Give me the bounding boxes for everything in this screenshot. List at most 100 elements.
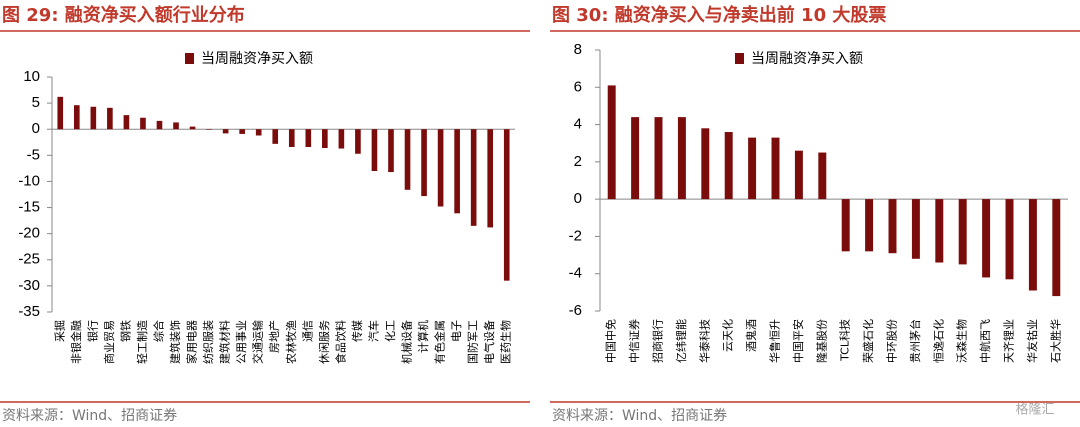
bar [322,129,328,149]
x-tick-label: 国防军工 [466,320,480,364]
y-tick-label: 4 [574,116,582,133]
bar [206,129,212,130]
bar [724,132,733,200]
x-tick-label: 天齐锂业 [1002,319,1016,363]
bar [272,129,279,144]
x-tick-label: 恒逸石化 [931,319,945,363]
x-tick-label: 银行 [85,320,99,342]
y-tick-label: -30 [18,277,40,294]
x-tick-label: 贵州茅台 [908,319,922,363]
x-tick-label: 纺织服装 [201,320,215,364]
y-tick-label: -5 [27,146,40,163]
bar [470,129,477,226]
x-tick-label: 钢铁 [119,320,132,342]
bar [1005,199,1014,280]
legend-swatch [735,53,744,64]
legend-swatch [185,53,194,64]
bar [677,117,686,200]
x-tick-label: 建筑装饰 [168,320,182,364]
y-tick-label: 0 [574,190,582,207]
legend-label: 当周融资净买入额 [751,51,863,67]
x-tick-label: 华友钴业 [1025,319,1039,363]
x-tick-label: 电子 [450,320,463,342]
x-tick-label: 有色金属 [433,320,447,364]
x-tick-label: 亿纬锂能 [674,319,688,363]
x-tick-label: 化工 [383,320,397,342]
x-tick-label: 招商银行 [651,319,665,363]
x-tick-label: 房地产 [267,320,281,353]
bar [156,120,163,130]
x-tick-label: 中信证券 [627,319,641,363]
bar [888,199,897,254]
x-tick-label: 通信 [301,320,314,342]
x-tick-label: 传媒 [351,320,364,342]
x-tick-label: 食品饮料 [333,320,347,364]
watermark: 格隆汇 [1015,402,1054,418]
bar [305,129,312,147]
bar [911,199,920,259]
x-tick-label: 家用电器 [185,320,199,364]
y-tick-label: 8 [574,41,582,58]
bar [57,96,64,130]
bar [388,129,394,173]
x-tick-label: 建筑材料 [218,320,232,364]
bar [90,106,97,130]
x-tick-label: TCL科技 [838,319,852,362]
bar [631,117,640,200]
y-tick-label: -10 [18,172,40,189]
x-tick-label: 中航西飞 [978,319,992,363]
y-tick-label: 5 [32,94,40,111]
x-tick-label: 石大胜华 [1048,319,1062,363]
bar [437,129,444,207]
legend-label: 当周融资净买入额 [201,51,313,67]
x-tick-label: 中国平安 [791,319,805,363]
bar [607,85,616,200]
source: 资料来源：Wind、招商证券 [552,408,727,424]
y-tick-label: 0 [32,120,40,137]
bar [503,129,510,281]
x-tick-label: 华鲁恒升 [768,319,782,363]
bar [239,129,245,134]
bar [140,117,146,130]
x-tick-label: 采掘 [52,320,66,342]
chart-title: 图 29: 融资净买入额行业分布 [2,4,245,26]
x-tick-label: 汽车 [366,320,380,342]
x-tick-label: 隆基股份 [814,319,828,363]
x-tick-label: 农林牧渔 [284,320,298,364]
x-tick-label: 非银金融 [69,320,83,364]
bar [701,128,710,200]
bar [654,117,663,200]
bar [748,137,757,200]
bar [123,115,130,130]
x-tick-label: 云天化 [721,319,735,352]
x-tick-label: 电气设备 [482,320,496,364]
bar [818,152,827,200]
x-tick-label: 休闲服务 [317,320,331,364]
source: 资料来源：Wind、招商证券 [2,408,177,424]
bar [771,137,780,200]
y-tick-label: 6 [574,78,582,95]
bar [404,129,411,190]
y-tick-label: -25 [18,251,40,268]
bar [255,129,262,136]
x-tick-label: 轻工制造 [135,320,149,364]
y-tick-label: -6 [569,302,582,319]
bar [1028,199,1037,291]
x-tick-label: 沃森生物 [955,319,969,363]
y-tick-label: -20 [18,225,40,242]
bar [338,129,345,149]
y-tick-label: 2 [574,153,582,170]
bar [355,129,361,154]
x-tick-label: 机械设备 [400,320,414,364]
bar [454,129,460,214]
y-tick-label: -35 [18,303,40,320]
x-tick-label: 荣盛石化 [861,319,875,363]
bar [1052,199,1061,297]
bar [841,199,850,252]
bar [865,199,874,252]
y-tick-label: -15 [18,199,40,216]
x-tick-label: 华泰科技 [697,319,711,363]
x-tick-label: 交通运输 [251,320,265,364]
x-tick-label: 医药生物 [499,320,513,364]
